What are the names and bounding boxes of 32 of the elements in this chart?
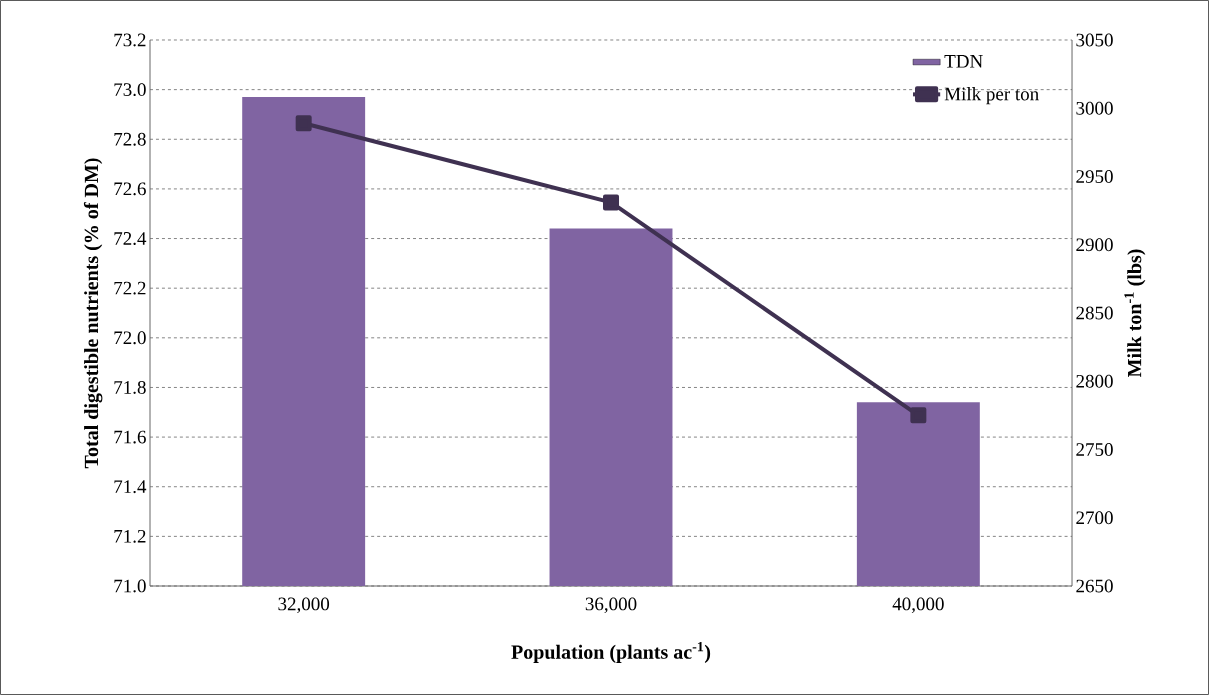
legend-label: TDN [944,55,983,68]
x-tick-label: 36,000 [585,597,637,614]
y2-tick-label: 2900 [1076,238,1113,252]
y2-tick-label: 2750 [1076,443,1113,456]
y2-tick-label: 2700 [1076,511,1113,525]
y-tick-label: 71.8 [114,381,146,394]
point [603,194,620,211]
y-tick-label: 71.0 [114,579,146,593]
y-tick-label: 71.4 [114,480,147,494]
x-tick-label: 32,000 [278,597,330,614]
y-tick-label: 72.4 [114,232,147,245]
y-tick-label: 72.6 [114,182,146,196]
x-tick-label: 40,000 [892,597,944,614]
y-axis-title: Total digestible nutrients (% of DM) [83,158,103,469]
y2-axis-title: Milk ton$^{-1}$ (lbs) [1124,249,1146,378]
y2-tick-label: 2950 [1076,170,1113,183]
y-tick-label: 72.0 [114,331,146,345]
x-axis-title: Population (plants ac$^{-1}$) [511,641,711,663]
y-tick-label: 72.2 [114,281,146,295]
y-tick-label: 71.6 [114,430,146,444]
y2-tick-label: 2850 [1076,306,1113,320]
point [910,407,927,424]
y-tick-label: 71.2 [114,529,146,543]
y-tick-label: 73.2 [114,33,146,47]
y2-tick-label: 2650 [1076,579,1113,593]
y-tick-label: 73.0 [114,83,146,97]
y-tick-label: 72.8 [114,132,146,146]
y2-tick-label: 3050 [1076,33,1113,47]
y2-tick-label: 3000 [1076,101,1113,115]
legend-label: Milk per ton [944,87,1039,105]
y2-tick-label: 2800 [1076,374,1113,388]
point [295,115,312,132]
